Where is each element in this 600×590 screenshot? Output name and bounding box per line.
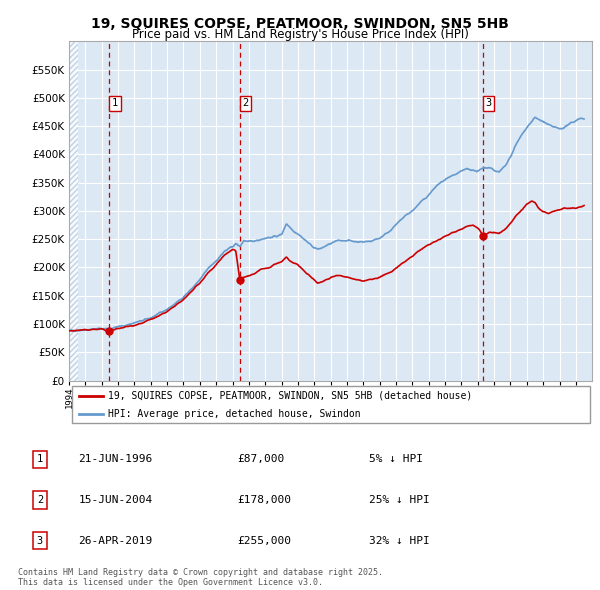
FancyBboxPatch shape <box>71 386 590 423</box>
Text: 19, SQUIRES COPSE, PEATMOOR, SWINDON, SN5 5HB: 19, SQUIRES COPSE, PEATMOOR, SWINDON, SN… <box>91 17 509 31</box>
Text: 26-APR-2019: 26-APR-2019 <box>79 536 153 546</box>
Bar <box>69 41 78 381</box>
Text: 1: 1 <box>37 454 43 464</box>
Text: Price paid vs. HM Land Registry's House Price Index (HPI): Price paid vs. HM Land Registry's House … <box>131 28 469 41</box>
Text: HPI: Average price, detached house, Swindon: HPI: Average price, detached house, Swin… <box>108 409 361 419</box>
Text: 5% ↓ HPI: 5% ↓ HPI <box>370 454 424 464</box>
Text: £87,000: £87,000 <box>237 454 284 464</box>
Text: Contains HM Land Registry data © Crown copyright and database right 2025.
This d: Contains HM Land Registry data © Crown c… <box>18 568 383 587</box>
Text: £255,000: £255,000 <box>237 536 291 546</box>
Text: 15-JUN-2004: 15-JUN-2004 <box>79 495 153 505</box>
Text: 2: 2 <box>242 99 248 109</box>
Text: 2: 2 <box>37 495 43 505</box>
Text: 3: 3 <box>37 536 43 546</box>
Text: 1: 1 <box>112 99 118 109</box>
Text: 3: 3 <box>485 99 491 109</box>
Text: 32% ↓ HPI: 32% ↓ HPI <box>370 536 430 546</box>
Text: £178,000: £178,000 <box>237 495 291 505</box>
Text: 21-JUN-1996: 21-JUN-1996 <box>79 454 153 464</box>
Text: 19, SQUIRES COPSE, PEATMOOR, SWINDON, SN5 5HB (detached house): 19, SQUIRES COPSE, PEATMOOR, SWINDON, SN… <box>108 391 472 401</box>
Text: 25% ↓ HPI: 25% ↓ HPI <box>370 495 430 505</box>
